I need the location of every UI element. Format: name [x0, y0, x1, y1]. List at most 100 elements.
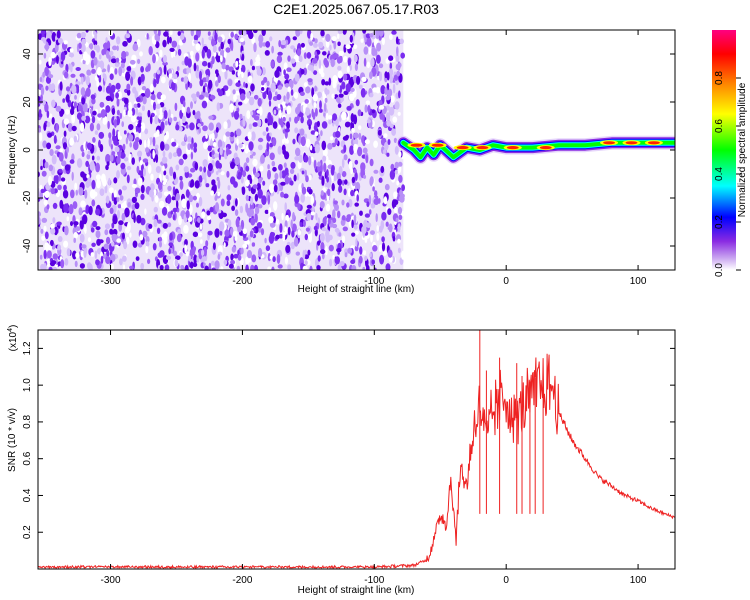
noise-speckle — [358, 132, 362, 140]
snr-frame — [37, 329, 676, 570]
noise-speckle — [87, 237, 92, 243]
noise-speckle — [184, 134, 187, 141]
noise-speckle — [92, 220, 98, 228]
noise-speckle — [269, 36, 273, 42]
noise-speckle — [169, 30, 173, 36]
noise-speckle — [312, 57, 318, 64]
noise-speckle — [317, 91, 322, 99]
noise-speckle — [168, 73, 173, 79]
x-tick-label: -300 — [101, 276, 121, 287]
noise-speckle — [250, 83, 255, 92]
noise-speckle — [98, 239, 104, 244]
noise-speckle — [235, 99, 240, 108]
noise-speckle — [178, 215, 182, 226]
noise-speckle — [217, 191, 221, 197]
noise-speckle — [267, 169, 271, 180]
noise-speckle — [198, 127, 201, 134]
noise-speckle — [120, 203, 125, 209]
noise-speckle — [201, 170, 207, 180]
noise-speckle — [49, 148, 54, 157]
noise-speckle — [153, 189, 157, 196]
noise-speckle — [390, 163, 395, 171]
noise-speckle — [359, 210, 363, 216]
noise-speckle — [358, 125, 362, 130]
noise-speckle — [378, 105, 385, 110]
noise-speckle — [181, 198, 187, 209]
noise-speckle — [192, 231, 199, 238]
noise-speckle — [366, 201, 370, 208]
noise-speckle — [91, 155, 95, 161]
noise-speckle — [134, 187, 141, 194]
noise-speckle — [213, 153, 219, 158]
noise-speckle — [130, 76, 134, 86]
noise-speckle — [388, 106, 395, 116]
noise-speckle — [161, 156, 168, 164]
noise-speckle — [351, 232, 356, 237]
noise-speckle — [386, 71, 390, 81]
noise-speckle — [401, 184, 405, 192]
noise-speckle — [117, 209, 120, 220]
noise-speckle — [38, 197, 41, 202]
noise-speckle — [353, 143, 358, 154]
noise-speckle — [301, 170, 305, 175]
noise-speckle — [290, 219, 293, 229]
noise-speckle — [298, 55, 303, 63]
noise-speckle — [388, 68, 394, 77]
noise-speckle — [249, 154, 254, 159]
noise-speckle — [128, 134, 134, 142]
noise-speckle — [120, 152, 126, 159]
noise-speckle — [196, 255, 200, 263]
noise-speckle — [240, 176, 244, 184]
noise-speckle — [392, 83, 396, 94]
noise-speckle — [187, 143, 191, 151]
noise-speckle — [50, 223, 55, 229]
noise-speckle — [185, 209, 190, 219]
noise-speckle — [277, 85, 283, 90]
noise-speckle — [321, 140, 327, 151]
noise-speckle — [373, 169, 379, 174]
noise-speckle — [387, 226, 393, 231]
noise-speckle — [360, 88, 366, 98]
noise-speckle — [160, 94, 166, 101]
noise-speckle — [133, 213, 136, 224]
noise-speckle — [255, 60, 261, 66]
colorbar-label: Normalized spectral amplitude — [737, 82, 748, 217]
noise-speckle — [114, 68, 118, 75]
noise-speckle — [231, 246, 237, 253]
colorbar-tick-label: 0.0 — [714, 263, 725, 277]
noise-speckle — [98, 75, 102, 83]
noise-speckle — [383, 133, 388, 138]
noise-speckle — [132, 240, 138, 248]
noise-speckle — [74, 260, 78, 268]
noise-speckle — [305, 138, 311, 148]
noise-speckle — [181, 106, 186, 114]
noise-speckle — [280, 120, 284, 128]
snr-ticks: -300 -200 -100 0 100 0.2 0.4 0.6 0.8 1.0 1.2 — [22, 330, 675, 586]
noise-speckle — [82, 214, 88, 225]
noise-speckle — [91, 115, 96, 124]
noise-speckle — [334, 256, 340, 265]
noise-speckle — [225, 47, 231, 53]
noise-speckle — [246, 250, 253, 259]
noise-speckle — [327, 218, 331, 225]
y-tick-label: 0 — [22, 147, 33, 153]
noise-speckle — [362, 30, 367, 34]
noise-speckle — [232, 89, 236, 95]
noise-speckle — [321, 253, 325, 260]
noise-speckle — [283, 62, 288, 71]
noise-speckle — [114, 62, 120, 67]
noise-speckle — [368, 209, 372, 215]
noise-speckle — [343, 144, 347, 153]
noise-speckle — [325, 229, 330, 240]
noise-speckle — [245, 194, 249, 202]
noise-speckle — [318, 59, 322, 69]
noise-speckle — [84, 224, 87, 234]
noise-speckle — [141, 86, 147, 91]
noise-speckle — [241, 53, 245, 61]
noise-speckle — [48, 266, 53, 270]
noise-speckle — [338, 50, 344, 56]
noise-speckle — [173, 250, 178, 257]
noise-speckle — [50, 227, 56, 235]
noise-speckle — [52, 202, 58, 209]
